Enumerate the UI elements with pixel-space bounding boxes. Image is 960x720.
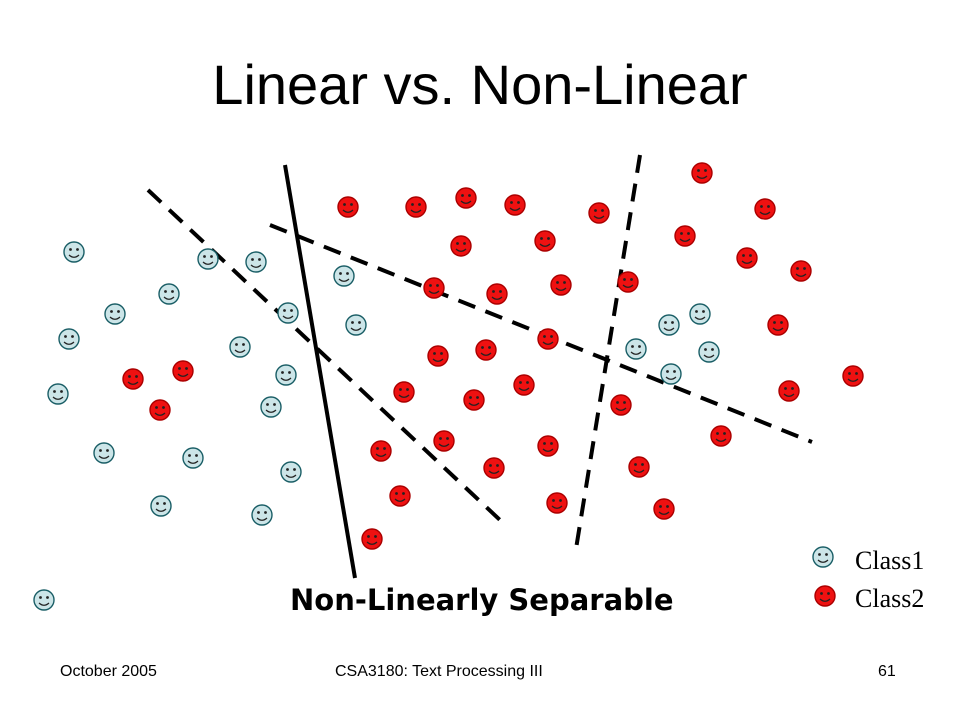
class2-point <box>486 283 508 305</box>
class1-point <box>158 283 180 305</box>
class1-point <box>660 363 682 385</box>
class1-point <box>47 383 69 405</box>
footer-course: CSA3180: Text Processing III <box>335 663 543 680</box>
class2-point <box>361 528 383 550</box>
class1-point <box>689 303 711 325</box>
legend-class1-icon <box>812 546 834 568</box>
class2-point <box>628 456 650 478</box>
class1-point <box>333 265 355 287</box>
class2-point <box>754 198 776 220</box>
footer-date: October 2005 <box>60 663 157 680</box>
class1-point <box>280 461 302 483</box>
class2-point <box>767 314 789 336</box>
class2-point <box>710 425 732 447</box>
class2-point <box>463 389 485 411</box>
class1-point <box>182 447 204 469</box>
footer-page-number: 61 <box>878 663 896 680</box>
class1-point <box>58 328 80 350</box>
class2-point <box>405 196 427 218</box>
data-points <box>33 162 864 611</box>
class1-point <box>63 241 85 263</box>
class1-point <box>345 314 367 336</box>
class2-point <box>337 196 359 218</box>
class1-point <box>698 341 720 363</box>
class1-point <box>197 248 219 270</box>
class2-point <box>504 194 526 216</box>
class2-point <box>475 339 497 361</box>
class2-point <box>427 345 449 367</box>
class1-point <box>150 495 172 517</box>
class2-point <box>149 399 171 421</box>
class2-point <box>653 498 675 520</box>
class2-point <box>455 187 477 209</box>
class1-point <box>625 338 647 360</box>
class2-point <box>423 277 445 299</box>
class2-point <box>790 260 812 282</box>
class2-point <box>537 435 559 457</box>
class2-point <box>617 271 639 293</box>
class1-point <box>277 302 299 324</box>
separability-caption: Non-Linearly Separable <box>290 583 674 617</box>
slide-title: Linear vs. Non-Linear <box>212 53 748 116</box>
class1-point <box>33 589 55 611</box>
class1-point <box>93 442 115 464</box>
class2-point <box>691 162 713 184</box>
class1-point <box>251 504 273 526</box>
class1-point <box>658 314 680 336</box>
class2-point <box>450 235 472 257</box>
legend-class2-icon <box>814 585 836 607</box>
dashed-boundary-diagonal <box>146 188 502 522</box>
dashed-boundary-vertical <box>573 154 642 556</box>
class2-point <box>546 492 568 514</box>
linear-boundary-line <box>283 164 357 579</box>
class2-point <box>393 381 415 403</box>
class2-point <box>842 365 864 387</box>
class2-point <box>674 225 696 247</box>
class1-point <box>229 336 251 358</box>
class1-point <box>245 251 267 273</box>
class2-point <box>537 328 559 350</box>
class2-point <box>513 374 535 396</box>
class1-point <box>275 364 297 386</box>
class1-point <box>104 303 126 325</box>
class2-point <box>778 380 800 402</box>
class2-point <box>483 457 505 479</box>
class2-point <box>122 368 144 390</box>
class2-point <box>389 485 411 507</box>
legend-label-class1: Class1 <box>855 546 925 575</box>
class2-point <box>610 394 632 416</box>
class2-point <box>534 230 556 252</box>
class2-point <box>550 274 572 296</box>
class2-point <box>370 440 392 462</box>
decision-boundaries <box>146 154 813 579</box>
class2-point <box>588 202 610 224</box>
legend-label-class2: Class2 <box>855 584 925 613</box>
class2-point <box>736 247 758 269</box>
class2-point <box>433 430 455 452</box>
class1-point <box>260 396 282 418</box>
class2-point <box>172 360 194 382</box>
